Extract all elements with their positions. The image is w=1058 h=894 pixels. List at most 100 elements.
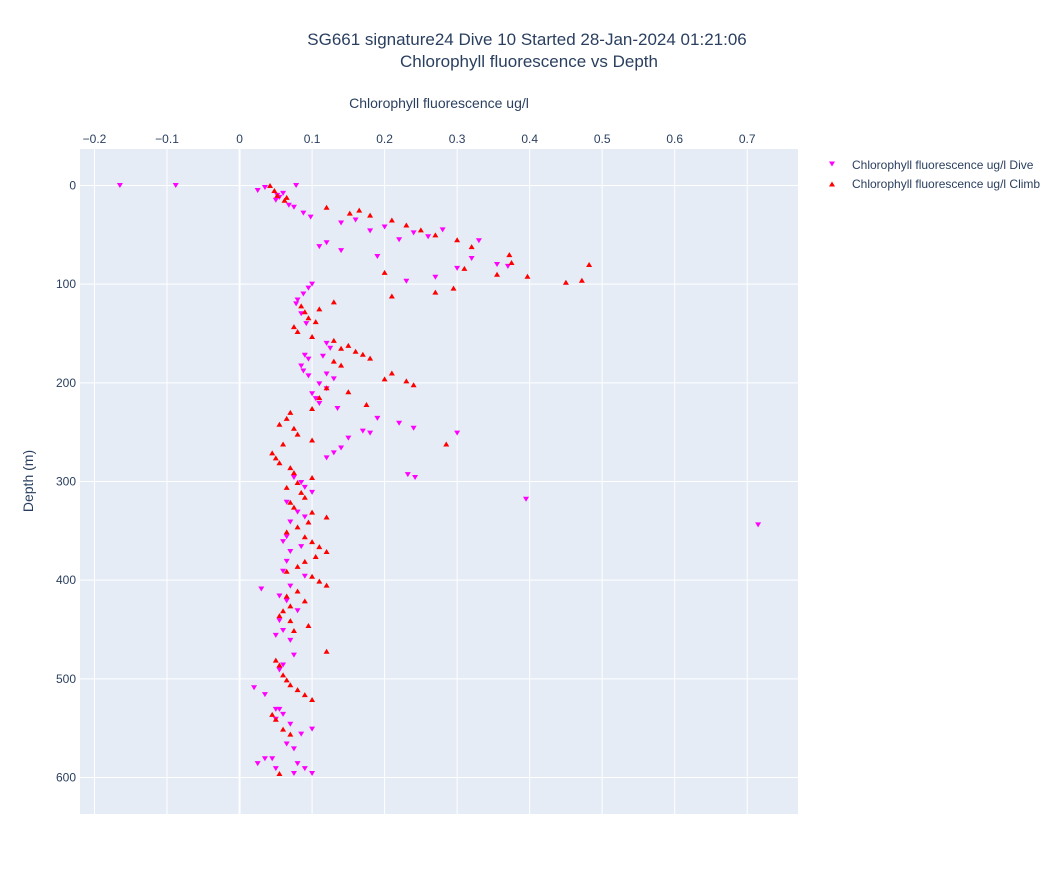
climb-point (309, 475, 316, 481)
dive-point (307, 214, 314, 220)
legend[interactable]: Chlorophyll fluorescence ug/l Dive Chlor… (829, 158, 1040, 191)
dive-point (439, 227, 446, 233)
dive-point (319, 353, 326, 359)
climb-point (309, 573, 316, 579)
dive-point (454, 265, 461, 271)
dive-point (300, 368, 307, 374)
climb-point (352, 348, 359, 354)
dive-point (294, 297, 301, 303)
climb-point (280, 726, 287, 732)
dive-point (323, 240, 330, 246)
climb-point (309, 509, 316, 515)
dive-point (316, 401, 323, 407)
dive-point (300, 210, 307, 216)
dive-point (280, 711, 287, 717)
climb-point (287, 603, 294, 609)
climb-point (283, 568, 290, 574)
climb-point (287, 618, 294, 624)
climb-point (301, 558, 308, 564)
dive-point (298, 479, 305, 485)
dive-point (272, 632, 279, 638)
dive-point (254, 761, 261, 767)
climb-point (345, 342, 352, 348)
dive-point (309, 489, 316, 495)
dive-point (287, 637, 294, 643)
climb-point (283, 415, 290, 421)
dive-point (280, 627, 287, 633)
climb-point (294, 329, 301, 335)
climb-point (298, 489, 305, 495)
dive-point (301, 766, 308, 772)
dive-point (261, 692, 268, 698)
climb-point (301, 534, 308, 540)
dive-point (261, 756, 268, 762)
climb-point (283, 677, 290, 683)
dive-point (330, 376, 337, 382)
x-tick-label: 0.6 (666, 132, 683, 146)
climb-point (280, 608, 287, 614)
climb-point (432, 232, 439, 238)
dive-point (172, 183, 179, 189)
climb-point (346, 210, 353, 216)
climb-point (294, 524, 301, 530)
dive-point (301, 573, 308, 579)
climb-point (316, 544, 323, 550)
dive-point (309, 391, 316, 397)
climb-point (330, 299, 337, 305)
dive-point (272, 197, 279, 203)
climb-point (283, 484, 290, 490)
dive-point (432, 274, 439, 280)
dive-point (381, 224, 388, 230)
x-tick-label: 0 (236, 132, 243, 146)
dive-point (294, 761, 301, 767)
climb-point (294, 431, 301, 437)
dive-point (298, 544, 305, 550)
climb-point (381, 376, 388, 382)
dive-point (290, 204, 297, 210)
climb-point (271, 187, 278, 193)
dive-point (283, 499, 290, 505)
dive-point (283, 598, 290, 604)
climb-point (301, 309, 308, 315)
dive-point (338, 248, 345, 254)
dive-point (280, 568, 287, 574)
dive-point (298, 363, 305, 369)
dive-point (410, 230, 417, 236)
y-tick-label: 200 (56, 376, 76, 390)
dive-point (309, 771, 316, 777)
x-axis-title: Chlorophyll fluorescence ug/l (349, 95, 529, 111)
dive-point (323, 371, 330, 377)
x-tick-label: 0.1 (304, 132, 321, 146)
y-tick-label: 0 (69, 179, 76, 193)
y-tick-label: 500 (56, 672, 76, 686)
data-points (116, 183, 762, 777)
dive-point (290, 771, 297, 777)
climb-point (338, 345, 345, 351)
dive-point (523, 496, 530, 502)
climb-point (323, 648, 330, 654)
legend-item-dive[interactable]: Chlorophyll fluorescence ug/l Dive (829, 158, 1034, 172)
legend-item-climb[interactable]: Chlorophyll fluorescence ug/l Climb (829, 177, 1040, 191)
dive-point (261, 184, 268, 190)
climb-point (323, 514, 330, 520)
dive-point (283, 534, 290, 540)
climb-point (290, 324, 297, 330)
dive-point (316, 244, 323, 250)
climb-point (388, 370, 395, 376)
dive-point (258, 586, 265, 592)
dive-point (251, 685, 258, 691)
climb-point (586, 261, 593, 267)
dive-point (287, 583, 294, 589)
dive-point (276, 618, 283, 624)
climb-point (410, 382, 417, 388)
dive-point (345, 435, 352, 441)
dive-point (276, 706, 283, 712)
climb-point (330, 337, 337, 343)
dive-point (276, 593, 283, 599)
climb-point (301, 692, 308, 698)
climb-point (290, 425, 297, 431)
climb-point (294, 588, 301, 594)
series-climb (267, 183, 593, 777)
climb-point (283, 593, 290, 599)
dive-point (396, 420, 403, 426)
